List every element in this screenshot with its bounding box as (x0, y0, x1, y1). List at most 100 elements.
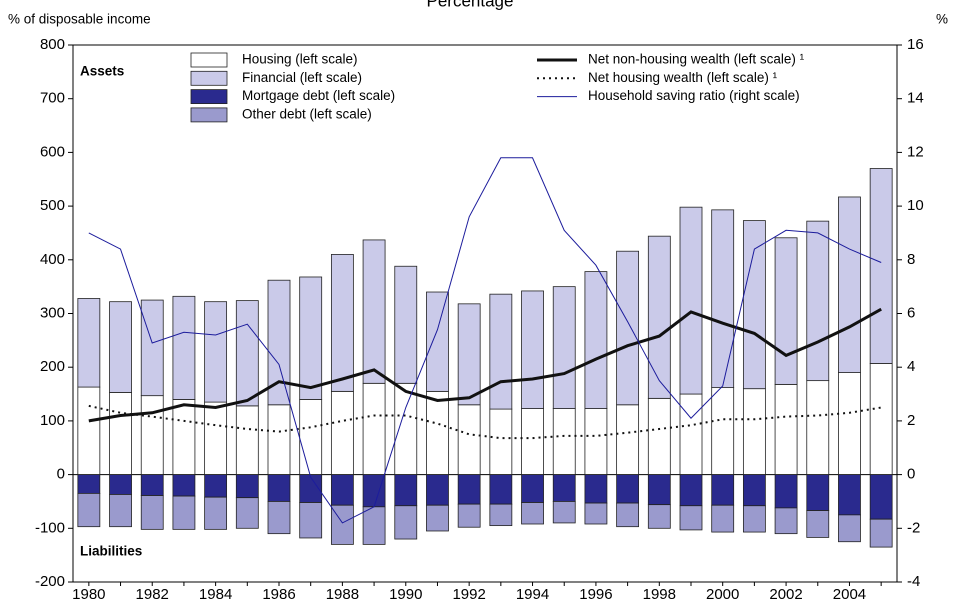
y2-tick-label: 6 (907, 304, 915, 321)
y-tick-label: 300 (40, 304, 65, 321)
bar (235, 474, 259, 499)
bar (838, 474, 861, 516)
y2-tick-label: 16 (907, 36, 924, 53)
bar (140, 395, 164, 476)
bar (806, 510, 830, 538)
bar (426, 474, 449, 506)
y2-tick-label: 4 (907, 358, 915, 375)
bar (616, 404, 640, 476)
y2-tick-label: -2 (907, 519, 920, 536)
bar (457, 303, 481, 406)
y2-tick-label: 0 (907, 466, 915, 483)
bar (77, 474, 101, 494)
x-tick-label: 2002 (769, 586, 802, 603)
bar (584, 271, 608, 409)
bar (204, 401, 228, 476)
y-tick-label: 400 (40, 251, 65, 268)
y-tick-label: 100 (40, 412, 65, 429)
bar (584, 502, 608, 525)
bar (616, 474, 640, 504)
bar (172, 295, 196, 400)
bar (774, 383, 798, 476)
bar (330, 474, 354, 506)
bar (521, 408, 544, 476)
legend-swatch (190, 52, 228, 68)
bar (584, 474, 608, 504)
bar (489, 408, 513, 475)
x-tick-label: 1994 (516, 586, 549, 603)
chart-title: Percentage (427, 0, 514, 10)
bar (489, 503, 513, 527)
bar (330, 390, 354, 475)
legend-label: Net housing wealth (left scale) ¹ (588, 70, 778, 85)
bar (711, 387, 735, 475)
y2-tick-label: 10 (907, 197, 924, 214)
bar (742, 220, 766, 390)
bar (299, 502, 323, 539)
bar (457, 503, 481, 528)
bar (362, 382, 386, 475)
legend-label: Household saving ratio (right scale) (588, 88, 800, 103)
bar (267, 474, 291, 502)
line (88, 307, 882, 423)
bar (362, 506, 386, 545)
y2-tick-label: 14 (907, 90, 924, 107)
y2-axis-label: % (936, 12, 948, 27)
bar (838, 514, 861, 543)
bar (235, 405, 259, 476)
bar (109, 301, 132, 393)
bar (172, 399, 196, 476)
y-tick-label: -100 (35, 519, 65, 536)
y-tick-label: -200 (35, 573, 65, 590)
y2-tick-label: 12 (907, 143, 924, 160)
bar (647, 474, 671, 506)
legend-swatch (190, 107, 228, 123)
bar (235, 300, 259, 407)
bar (77, 298, 101, 388)
legend-label: Mortgage debt (left scale) (242, 88, 395, 103)
bar (489, 474, 513, 505)
y-tick-label: 800 (40, 36, 65, 53)
y2-tick-label: 8 (907, 251, 915, 268)
y2-tick-label: 2 (907, 412, 915, 429)
x-tick-label: 1986 (262, 586, 295, 603)
x-tick-label: 1988 (326, 586, 359, 603)
bar (869, 474, 893, 520)
legend-label: Other debt (left scale) (242, 106, 372, 121)
bar (806, 220, 830, 382)
legend-swatch (190, 89, 228, 104)
bar (77, 386, 101, 475)
bar (140, 495, 164, 530)
bar (299, 276, 323, 400)
bar (711, 209, 735, 389)
bar (774, 237, 798, 385)
legend-label: Net non-housing wealth (left scale) ¹ (588, 52, 805, 67)
bar (140, 299, 164, 397)
bar (521, 474, 544, 503)
bar (235, 497, 259, 529)
bar (711, 474, 735, 506)
bar (679, 206, 703, 395)
bar (742, 505, 766, 533)
bar (267, 501, 291, 535)
bar (552, 408, 576, 476)
bar (679, 393, 703, 475)
x-tick-label: 2000 (706, 586, 739, 603)
y-axis-label: % of disposable income (8, 12, 151, 27)
bar (267, 404, 291, 476)
y-tick-label: 500 (40, 197, 65, 214)
bar (647, 397, 671, 476)
y2-tick-label: -4 (907, 573, 920, 590)
bar (806, 474, 830, 511)
bar (394, 505, 418, 540)
bar (584, 408, 608, 476)
bar (869, 363, 893, 476)
bar (679, 505, 703, 531)
bar (647, 235, 671, 399)
bar (521, 290, 544, 409)
bar (457, 474, 481, 505)
bar (711, 504, 735, 533)
annotation: Assets (80, 64, 124, 79)
bar (362, 474, 386, 508)
bar (742, 388, 766, 475)
